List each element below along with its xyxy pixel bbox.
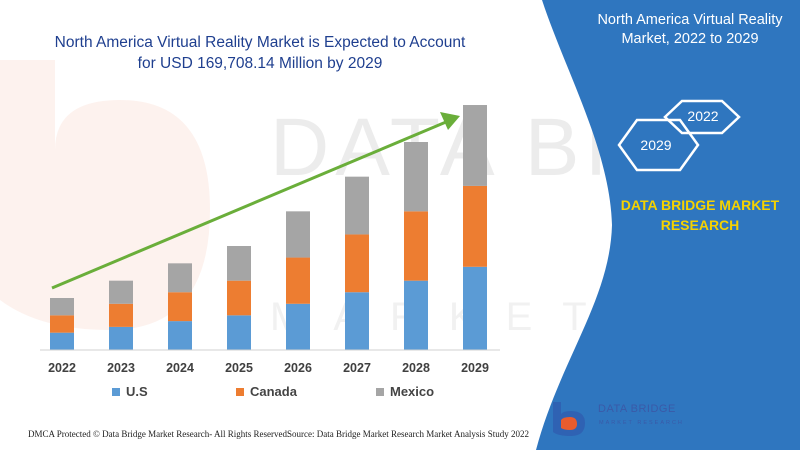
trend-arrow (51, 112, 460, 290)
footer-copyright: DMCA Protected © Data Bridge Market Rese… (28, 429, 290, 439)
bar-u-s-2024 (168, 321, 192, 350)
logo-name: DATA BRIDGE (598, 403, 676, 415)
x-tick-label-2025: 2025 (225, 361, 253, 375)
bar-mexico-2026 (286, 211, 310, 258)
legend-item-canada: Canada (236, 384, 297, 399)
legend-swatch-mexico (376, 387, 384, 396)
x-tick-label-2028: 2028 (402, 361, 430, 375)
trend-arrow-head (440, 112, 460, 130)
bar-mexico-2028 (404, 142, 428, 212)
chart-title-line-1: North America Virtual Reality Market is … (54, 34, 466, 51)
logo-tagline: MARKET RESEARCH (599, 420, 684, 426)
x-tick-labels: 2022 2023 2024 2025 2026 2027 2028 2029 (48, 361, 489, 375)
x-tick-label-2022: 2022 (48, 361, 76, 375)
bar-u-s-2023 (109, 326, 133, 350)
bar-mexico-2025 (227, 246, 251, 281)
x-tick-label-2029: 2029 (461, 361, 489, 375)
bar-u-s-2026 (286, 303, 310, 350)
bar-canada-2024 (168, 292, 192, 322)
trend-arrow-line (51, 120, 447, 290)
bar-u-s-2029 (463, 266, 487, 350)
legend-label-canada: Canada (250, 384, 297, 399)
x-tick-label-2026: 2026 (284, 361, 312, 375)
bar-u-s-2028 (404, 280, 428, 350)
bar-mexico-2024 (168, 263, 192, 293)
bar-mexico-2029 (463, 105, 487, 186)
bars-layer (50, 105, 487, 350)
x-tick-label-2024: 2024 (166, 361, 194, 375)
bar-u-s-2022 (50, 332, 74, 350)
chart-title: North America Virtual Reality Market is … (40, 32, 480, 74)
legend-label-us: U.S (126, 384, 148, 399)
bar-canada-2023 (109, 303, 133, 327)
bar-canada-2029 (463, 185, 487, 267)
legend-swatch-us (112, 387, 120, 396)
chart-legend: U.S Canada Mexico (112, 384, 472, 400)
chart-title-line-2: for USD 169,708.14 Million by 2029 (137, 55, 383, 72)
bar-mexico-2027 (345, 176, 369, 235)
legend-label-mexico: Mexico (390, 384, 435, 399)
bar-u-s-2027 (345, 292, 369, 350)
bar-canada-2025 (227, 280, 251, 316)
data-bridge-b-logo-icon (553, 402, 585, 436)
x-tick-label-2023: 2023 (107, 361, 135, 375)
bar-canada-2022 (50, 315, 74, 333)
bar-u-s-2025 (227, 315, 251, 350)
x-tick-label-2027: 2027 (343, 361, 371, 375)
bar-canada-2028 (404, 211, 428, 281)
bar-canada-2027 (345, 234, 369, 293)
bar-mexico-2022 (50, 298, 74, 316)
footer-source: Source: Data Bridge Market Research Mark… (287, 429, 529, 439)
bar-canada-2026 (286, 257, 310, 304)
legend-item-mexico: Mexico (376, 384, 434, 399)
legend-item-us: U.S (112, 384, 148, 399)
bar-mexico-2023 (109, 280, 133, 304)
legend-swatch-canada (236, 387, 244, 396)
